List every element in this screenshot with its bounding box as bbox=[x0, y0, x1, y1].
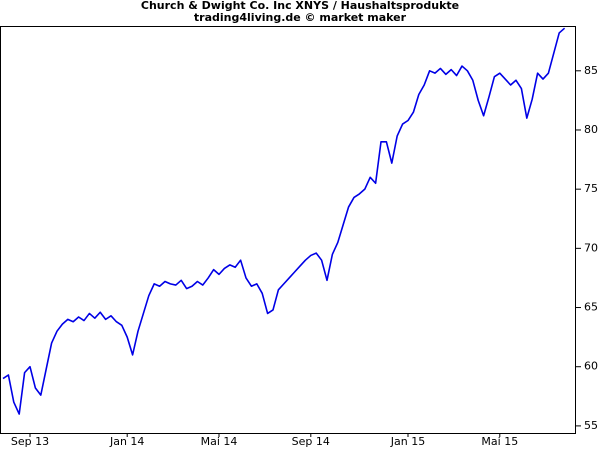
x-tick-label: Mai 15 bbox=[481, 435, 518, 448]
y-tick-label: 60 bbox=[584, 360, 598, 373]
y-tick-label: 85 bbox=[584, 64, 598, 77]
y-tick-label: 65 bbox=[584, 301, 598, 314]
y-tick-label: 80 bbox=[584, 123, 598, 136]
chart-title: Church & Dwight Co. Inc XNYS / Haushalts… bbox=[141, 0, 459, 12]
chart-subtitle: trading4living.de © market maker bbox=[194, 11, 407, 24]
price-line bbox=[2, 27, 566, 415]
x-tick-label: Sep 14 bbox=[292, 435, 330, 448]
x-tick-label: Jan 15 bbox=[390, 435, 425, 448]
x-tick-label: Sep 13 bbox=[11, 435, 49, 448]
y-tick-label: 75 bbox=[584, 182, 598, 195]
x-tick-label: Jan 14 bbox=[109, 435, 144, 448]
y-tick-label: 55 bbox=[584, 419, 598, 432]
y-tick-label: 70 bbox=[584, 241, 598, 254]
plot-frame bbox=[0, 26, 576, 434]
x-tick-label: Mai 14 bbox=[201, 435, 238, 448]
